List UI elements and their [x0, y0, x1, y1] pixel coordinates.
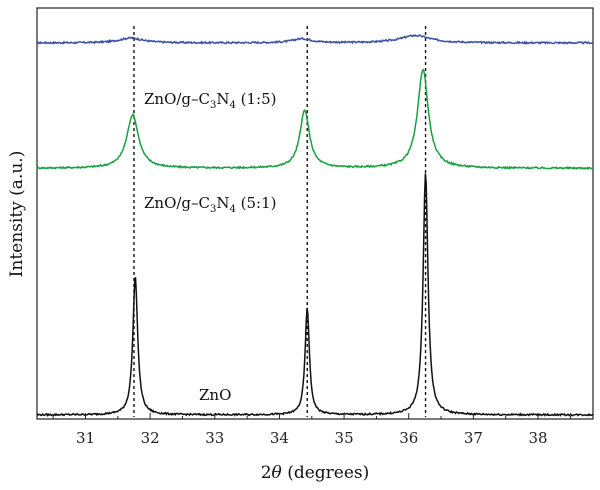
x-tick-label-32: 32: [141, 429, 160, 447]
x-axis-title: 2θ (degrees): [261, 463, 370, 483]
series-line-2: [36, 68, 594, 171]
x-tick-label-33: 33: [205, 429, 224, 447]
series-curves: [36, 34, 594, 418]
x-tick-label-34: 34: [270, 429, 289, 447]
series-label-5-1: ZnO/g–C3N4 (5:1): [144, 194, 277, 215]
x-tick-label-36: 36: [399, 429, 418, 447]
series-line-3: [36, 173, 594, 418]
x-tick-label-37: 37: [464, 429, 483, 447]
series-label-1-5: ZnO/g–C3N4 (1:5): [144, 90, 277, 111]
y-axis-title: Intensity (a.u.): [7, 151, 27, 278]
x-tick-label-35: 35: [335, 429, 354, 447]
reference-lines: [133, 26, 427, 417]
x-tick-label-38: 38: [528, 429, 547, 447]
plot-frame: [36, 7, 594, 420]
x-axis-ticks: 31 32 33 34 35 36 37 38: [52, 413, 571, 447]
x-tick-label-31: 31: [76, 429, 95, 447]
series-label-zno: ZnO: [199, 386, 231, 404]
series-line-1: [36, 34, 594, 45]
